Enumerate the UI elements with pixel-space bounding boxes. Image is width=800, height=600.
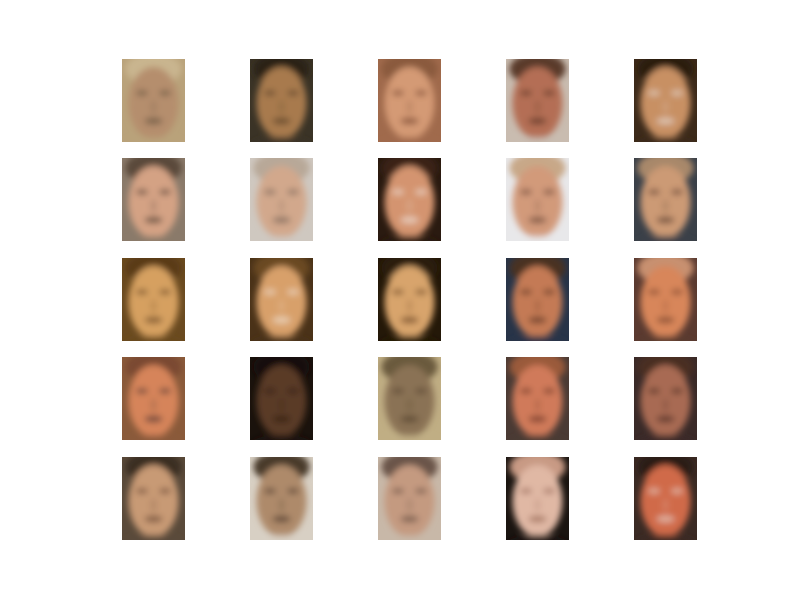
face-thumbnail — [378, 457, 441, 540]
face-thumbnail — [122, 158, 185, 241]
face-thumbnail — [634, 357, 697, 440]
face-thumbnail — [378, 258, 441, 341]
face-thumbnail — [250, 258, 313, 341]
face-thumbnail — [250, 457, 313, 540]
face-thumbnail — [122, 59, 185, 142]
face-thumbnail — [634, 258, 697, 341]
face-thumbnail — [250, 59, 313, 142]
face-thumbnail — [634, 457, 697, 540]
face-thumbnail — [250, 357, 313, 440]
face-thumbnail — [122, 258, 185, 341]
face-thumbnail — [378, 59, 441, 142]
face-thumbnail — [506, 357, 569, 440]
face-thumbnail — [634, 158, 697, 241]
face-thumbnail — [122, 457, 185, 540]
face-thumbnail — [122, 357, 185, 440]
face-thumbnail — [634, 59, 697, 142]
face-thumbnail — [378, 357, 441, 440]
face-thumbnail — [506, 158, 569, 241]
face-thumbnail — [506, 457, 569, 540]
face-thumbnail — [506, 59, 569, 142]
face-thumbnail — [506, 258, 569, 341]
face-thumbnail — [250, 158, 313, 241]
face-thumbnail — [378, 158, 441, 241]
